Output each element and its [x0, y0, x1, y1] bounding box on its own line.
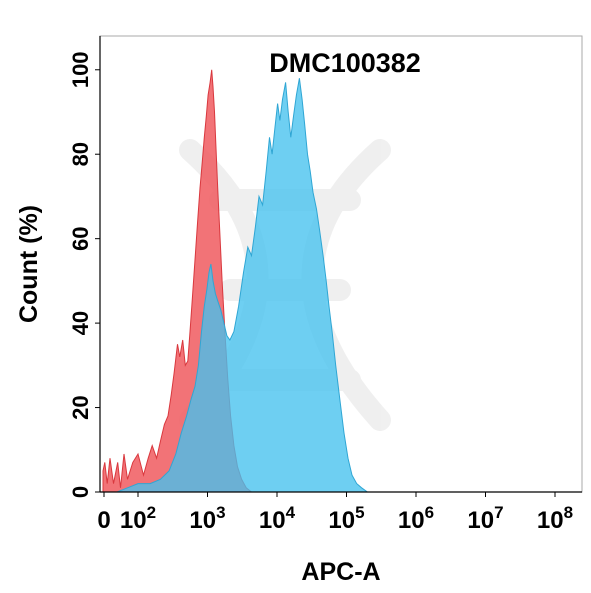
x-tick-label: 105 — [328, 503, 364, 534]
y-tick-label: 100 — [68, 51, 93, 88]
x-axis-label: APC-A — [301, 558, 380, 586]
x-ticks: 0 102 103 104 105 106 107 108 — [97, 492, 573, 534]
x-tick-label: 107 — [467, 503, 503, 534]
y-tick-label: 40 — [68, 311, 93, 335]
x-tick-label: 106 — [398, 503, 434, 534]
chart-title: DMC100382 — [269, 48, 421, 78]
x-tick-label: 104 — [259, 503, 296, 534]
y-tick-label: 20 — [68, 395, 93, 419]
y-ticks: 0 20 40 60 80 100 — [68, 51, 100, 498]
x-tick-label: 102 — [120, 503, 156, 534]
x-tick-label: 103 — [189, 503, 225, 534]
y-tick-label: 80 — [68, 142, 93, 166]
y-tick-label: 0 — [68, 486, 93, 498]
x-tick-label: 108 — [537, 503, 573, 534]
y-tick-label: 60 — [68, 226, 93, 250]
x-tick-label: 0 — [97, 507, 110, 534]
y-axis-label: Count (%) — [15, 205, 43, 323]
series-layer — [102, 69, 369, 493]
histogram-series-2 — [103, 78, 369, 493]
